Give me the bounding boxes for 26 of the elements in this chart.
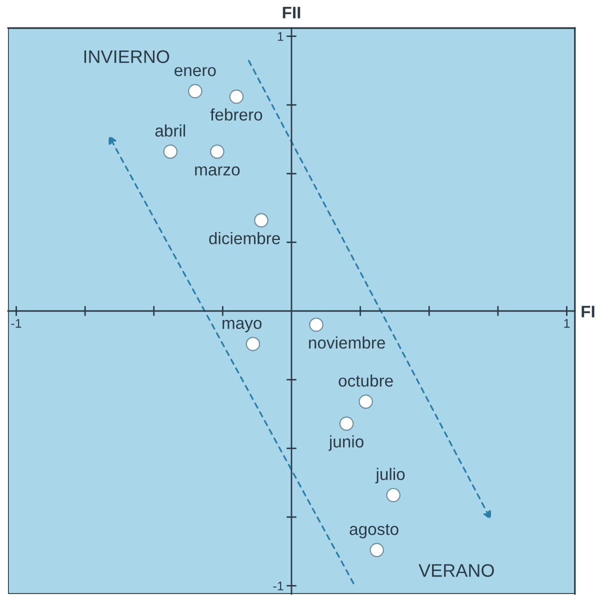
- annotation: VERANO: [418, 564, 494, 577]
- series-label: agosto: [350, 524, 398, 538]
- series-label: enero: [174, 67, 216, 76]
- series-label: marzo: [195, 166, 240, 176]
- point: [254, 213, 268, 228]
- point: [210, 144, 224, 159]
- point: [246, 336, 260, 352]
- point: [163, 144, 178, 159]
- series-label: octubre: [338, 374, 393, 387]
- series-label: junio: [328, 435, 364, 451]
- point: [188, 84, 202, 98]
- point: [339, 416, 354, 431]
- point: [358, 394, 373, 409]
- point: [386, 488, 400, 502]
- series-label: julio: [375, 468, 405, 484]
- y-axis-title: FII: [282, 6, 300, 18]
- series-label: mayo: [222, 320, 262, 332]
- annotation: INVIERNO: [84, 50, 170, 64]
- series-label: noviembre: [309, 336, 385, 349]
- x-axis-title: FI: [582, 306, 594, 318]
- series-label: diciembre: [209, 232, 280, 244]
- series-label: febrero: [210, 108, 262, 121]
- point: [229, 90, 244, 104]
- point: [370, 542, 384, 558]
- point: [309, 318, 324, 332]
- series-label: abril: [155, 124, 186, 137]
